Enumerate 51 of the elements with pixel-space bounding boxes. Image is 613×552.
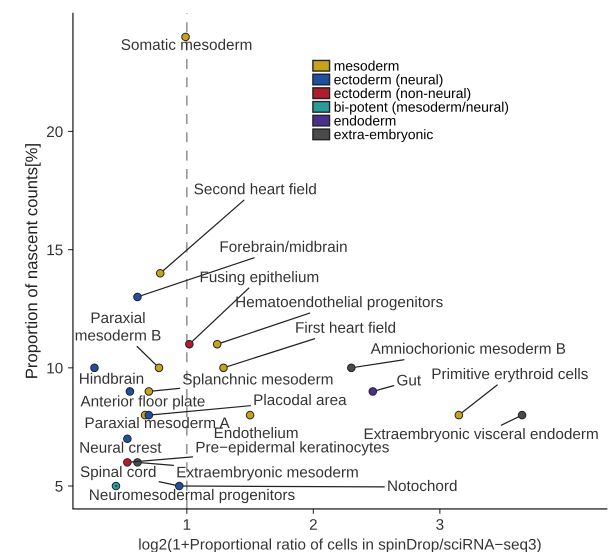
point [454, 410, 464, 420]
annotation: Hindbrain [80, 372, 144, 384]
legend-label: endoderm [334, 115, 396, 126]
legend-label: extra-embryonic [334, 129, 433, 142]
point [219, 364, 228, 372]
x-tick-label: 1 [184, 519, 190, 530]
point [133, 292, 142, 302]
annotation: Anterior floor plate [80, 395, 205, 410]
point [518, 410, 526, 420]
point [246, 410, 254, 420]
y-tick-label: 20 [47, 126, 63, 138]
point [347, 364, 356, 372]
y-tick-label: 15 [47, 244, 63, 256]
annotation: Forebrain/midbrain [220, 240, 347, 252]
annotation: Fusing epithelium [200, 271, 318, 286]
x-tick-label: 2 [310, 519, 317, 530]
y-axis-title: Proportion of nascent counts[%] [25, 144, 41, 378]
point [185, 340, 194, 348]
legend-label: bi-potent (mesoderm/neural) [334, 102, 508, 115]
y-tick-label: 10 [47, 362, 63, 374]
annotation: First heart field [296, 322, 396, 333]
point [154, 364, 164, 372]
annotation: Amniochorionic mesoderm B [370, 342, 566, 354]
annotation: Primitive erythroid cells [432, 368, 588, 382]
annotation: Gut [397, 374, 422, 386]
annotation: Extraembryonic mesoderm [177, 466, 358, 480]
y-tick-label: 5 [55, 481, 63, 492]
annotation: Second heart field [194, 183, 316, 194]
annotation: Notochord [388, 480, 456, 492]
annotation: Spinal cord [80, 466, 156, 480]
annotation: Endothelium [214, 426, 298, 438]
point [123, 458, 132, 467]
annotation: Splanchnic mesoderm [182, 373, 332, 388]
annotation: Paraxial mesoderm A [86, 416, 230, 428]
point [156, 268, 165, 278]
annotation: Hematoendothelial progenitors [236, 296, 443, 310]
annotation: Paraxial mesoderm B [76, 312, 160, 341]
point [212, 340, 222, 348]
point [123, 434, 132, 444]
annotation: Pre−epidermal keratinocytes [196, 441, 389, 456]
point [368, 387, 378, 396]
legend-label: ectoderm (non-neural) [334, 88, 470, 101]
annotation: Extraembryonic visceral endoderm [364, 428, 598, 442]
annotation: Placodal area [254, 394, 347, 406]
point [90, 364, 99, 372]
annotation: Somatic mesoderm [121, 38, 252, 50]
legend-label: mesoderm [334, 60, 398, 71]
x-tick-label: 3 [436, 519, 444, 530]
annotation: Neural crest [80, 442, 162, 453]
legend-label: ectoderm (neural) [334, 74, 442, 88]
annotation: Neuromesodermal progenitors [90, 488, 295, 504]
